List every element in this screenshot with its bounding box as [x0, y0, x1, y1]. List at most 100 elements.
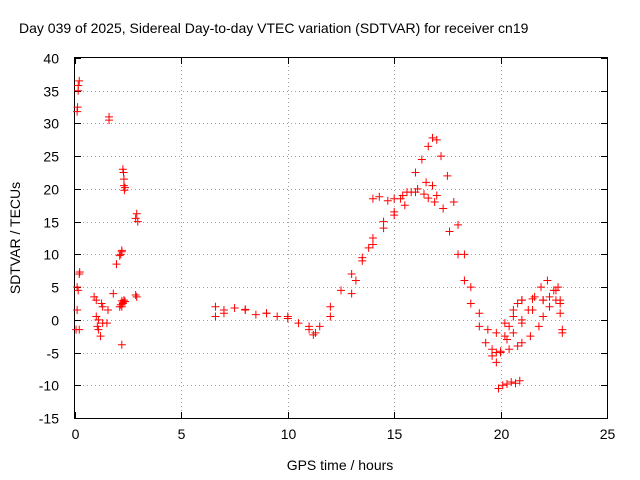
data-point: [528, 294, 537, 303]
data-point: [311, 328, 320, 337]
data-point: [422, 178, 431, 187]
data-point: [481, 338, 490, 347]
data-point: [75, 268, 84, 277]
data-point: [383, 196, 392, 205]
data-point: [537, 283, 546, 292]
data-points: [72, 76, 567, 393]
data-point: [466, 299, 475, 308]
data-point: [515, 376, 524, 385]
data-point: [424, 194, 433, 203]
x-tick-label: 25: [600, 426, 616, 442]
data-point: [283, 312, 292, 321]
data-point: [483, 325, 492, 334]
data-point: [358, 256, 367, 265]
axis-ticks: 0 5 10 15 20 25 -15 -10 -5 0 5 10 15 20 25 30 35 40: [39, 51, 616, 443]
data-point: [517, 315, 526, 324]
y-tick-label: 30: [43, 116, 59, 132]
data-point: [211, 302, 220, 311]
data-point: [241, 306, 250, 314]
data-point: [315, 322, 324, 331]
data-point: [73, 103, 82, 112]
data-point: [73, 306, 82, 314]
data-point: [428, 133, 437, 142]
data-point: [109, 289, 118, 298]
data-point: [364, 243, 373, 252]
data-point: [368, 234, 377, 242]
data-point: [432, 191, 441, 200]
data-point: [424, 142, 433, 151]
series-scattered-early: [72, 76, 142, 349]
data-point: [73, 283, 82, 292]
data-point: [556, 299, 565, 308]
data-point: [132, 292, 141, 301]
data-point: [117, 340, 126, 349]
y-axis-label: SDTVAR / TECUs: [7, 182, 23, 294]
data-point: [502, 335, 511, 344]
x-tick-label: 15: [387, 426, 403, 442]
data-point: [475, 322, 484, 331]
y-tick-label: 0: [51, 313, 59, 329]
data-point: [105, 112, 114, 121]
data-point: [131, 290, 140, 299]
data-point: [509, 312, 518, 321]
data-point: [430, 198, 439, 206]
data-point: [74, 81, 83, 90]
data-point: [326, 312, 335, 321]
data-point: [251, 310, 260, 319]
data-point: [505, 345, 514, 354]
y-tick-label: 5: [51, 280, 59, 296]
data-point: [230, 304, 239, 313]
data-point: [475, 309, 484, 318]
data-point: [115, 251, 124, 260]
data-point: [413, 184, 422, 193]
data-point: [417, 155, 426, 164]
y-tick-label: -15: [39, 411, 59, 427]
data-point: [439, 204, 448, 213]
data-point: [517, 296, 526, 305]
grid: [75, 58, 607, 418]
data-point: [118, 298, 127, 307]
data-point: [118, 165, 127, 174]
data-point: [454, 220, 463, 229]
y-tick-label: 10: [43, 247, 59, 263]
data-point: [549, 286, 558, 295]
data-point: [556, 309, 565, 318]
data-point: [93, 322, 102, 331]
data-point: [309, 330, 318, 339]
data-point: [554, 283, 563, 292]
data-point: [305, 322, 314, 331]
data-point: [347, 270, 356, 278]
data-point: [407, 188, 416, 197]
data-point: [368, 194, 377, 203]
data-point: [488, 345, 497, 354]
data-point: [273, 312, 282, 321]
chart-title: Day 039 of 2025, Sidereal Day-to-day VTE…: [19, 20, 529, 36]
data-point: [511, 379, 520, 388]
data-point: [92, 296, 101, 305]
data-point: [94, 315, 103, 324]
data-point: [545, 302, 554, 311]
data-point: [375, 192, 384, 201]
y-tick-label: 25: [43, 149, 59, 165]
data-point: [98, 302, 107, 311]
x-tick-label: 10: [281, 426, 297, 442]
data-point: [449, 198, 458, 206]
data-point: [75, 76, 84, 85]
data-point: [294, 319, 303, 328]
data-point: [445, 227, 454, 236]
data-point: [132, 209, 141, 218]
data-point: [117, 246, 126, 255]
x-tick-label: 20: [494, 426, 510, 442]
data-point: [262, 309, 271, 318]
data-point: [505, 322, 514, 331]
data-point: [524, 306, 533, 314]
y-tick-label: -5: [47, 346, 60, 362]
data-point: [116, 300, 125, 309]
data-point: [75, 325, 84, 334]
data-point: [103, 306, 112, 314]
y-tick-label: 40: [43, 51, 59, 67]
series-track-peak: [211, 133, 565, 337]
data-point: [460, 250, 469, 259]
data-point: [466, 283, 475, 292]
data-point: [121, 297, 130, 306]
